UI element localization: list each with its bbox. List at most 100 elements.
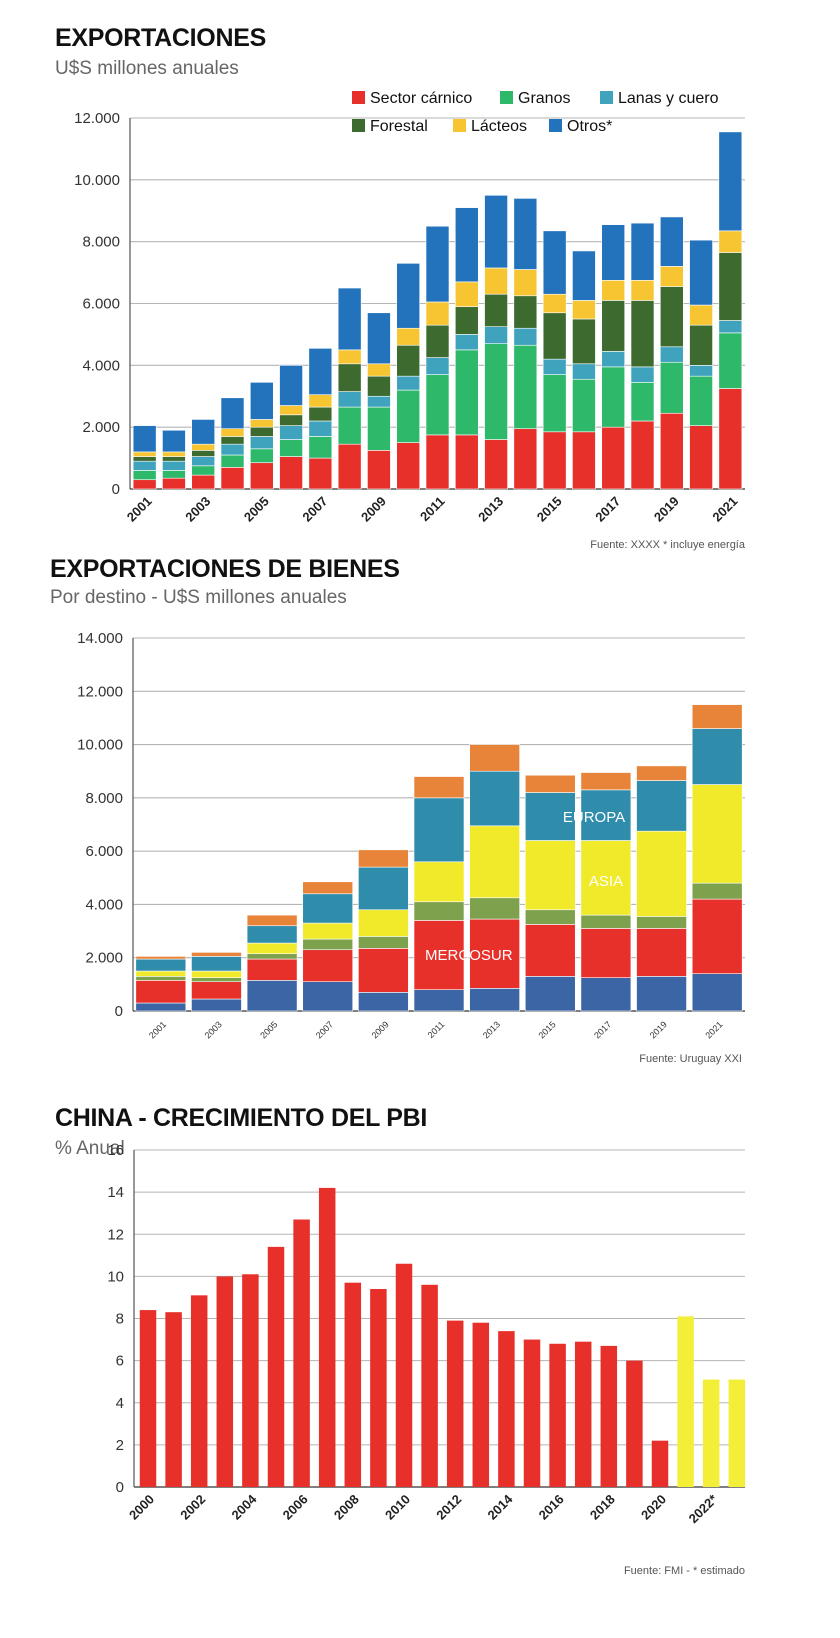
legend-swatch: [352, 119, 365, 132]
bar-segment: [542, 312, 567, 360]
bar-segment: [691, 882, 743, 900]
bar-segment: [191, 981, 242, 1000]
china-gdp-panel: CHINA - CRECIMIENTO DEL PBI % Anual 0 2 4 6…: [0, 1104, 840, 1638]
bar-segment: [484, 194, 508, 269]
bar-segment: [191, 952, 242, 957]
bar-segment: [572, 378, 596, 433]
bar-segment: [469, 744, 520, 772]
bar-segment: [162, 460, 186, 471]
bar-segment: [191, 956, 242, 972]
bar-segment: [454, 281, 479, 307]
bar-segment: [337, 349, 362, 365]
bar-segment: [580, 914, 632, 929]
x-tick-label: 2015: [534, 494, 565, 525]
bar-segment: [454, 349, 479, 436]
y-tick-label: 12.000: [74, 110, 120, 127]
y-tick-label: 8: [116, 1311, 124, 1328]
bar-segment: [246, 958, 298, 981]
bar: [498, 1331, 515, 1487]
y-tick-label: 16: [107, 1142, 124, 1159]
bar-segment: [425, 225, 450, 303]
bar-segment: [580, 928, 632, 978]
bar-segment: [542, 374, 567, 433]
bar-segment: [191, 474, 216, 490]
bar-segment: [425, 434, 450, 490]
bar-segment: [425, 374, 450, 436]
bar-segment: [308, 420, 333, 437]
legend-label: Lácteos: [471, 118, 527, 135]
bar: [446, 1320, 464, 1487]
bar-segment: [601, 351, 626, 368]
bar-segment: [413, 797, 465, 863]
y-tick-label: 10: [107, 1268, 124, 1285]
bar-segment: [659, 412, 684, 490]
bar: [523, 1339, 541, 1487]
x-tick-label: 2003: [182, 494, 213, 525]
bar-segment: [413, 989, 465, 1012]
y-tick-label: 8.000: [82, 234, 120, 251]
bar: [370, 1289, 387, 1487]
x-tick-label: 2009: [370, 1019, 391, 1040]
x-tick-label: 2008: [331, 1492, 362, 1523]
bar-segment: [308, 348, 333, 396]
x-tick-label: 2013: [475, 494, 506, 525]
bar-segment: [524, 924, 576, 977]
bar-segment: [249, 382, 274, 420]
bar: [626, 1360, 643, 1487]
bar-segment: [524, 976, 576, 1012]
bar-segment: [630, 222, 655, 281]
bar-segment: [630, 382, 655, 422]
bar-segment: [132, 470, 157, 481]
bar-segment: [513, 269, 538, 297]
bar-segment: [636, 780, 687, 832]
legend-swatch: [549, 119, 562, 132]
bar-segment: [367, 363, 391, 377]
bar-segment: [691, 898, 743, 975]
bar: [677, 1316, 694, 1487]
chart-subtitle: % Anual: [55, 1138, 125, 1159]
bar-segment: [630, 280, 655, 301]
x-tick-label: 2001: [124, 494, 155, 525]
bar-segment: [279, 414, 303, 426]
x-tick-label: 2003: [203, 1019, 224, 1040]
bar-segment: [367, 312, 391, 365]
y-tick-label: 12: [107, 1226, 124, 1243]
x-tick-label: 2017: [592, 1019, 613, 1040]
bar-segment: [469, 825, 520, 899]
bar-segment: [135, 980, 187, 1004]
x-tick-label: 2019: [648, 1019, 669, 1040]
bar-segment: [524, 909, 576, 925]
y-tick-label: 14: [107, 1184, 124, 1201]
bar-segment: [358, 936, 409, 949]
bar-segment: [469, 918, 520, 989]
bar-segment: [132, 456, 157, 462]
bar-segment: [135, 956, 187, 960]
bar-segment: [132, 479, 157, 490]
legend-label: Forestal: [370, 118, 428, 135]
bar-segment: [396, 389, 421, 443]
x-tick-label: 2000: [126, 1492, 157, 1523]
bar-segment: [580, 789, 632, 841]
x-tick-label: 2002: [177, 1492, 208, 1523]
bar-segment: [308, 406, 333, 422]
x-tick-label: 2019: [651, 494, 682, 525]
x-tick-label: 2013: [481, 1019, 502, 1040]
bar-segment: [162, 451, 186, 457]
x-tick-label: 2014: [484, 1491, 516, 1523]
bar-segment: [249, 419, 274, 428]
bar-segment: [413, 920, 465, 990]
bar-segment: [689, 304, 713, 326]
bar: [165, 1312, 182, 1487]
bar-segment: [601, 426, 626, 490]
bar: [549, 1343, 566, 1487]
bar-segment: [601, 224, 626, 281]
bar: [600, 1345, 618, 1487]
legend-label: Granos: [518, 90, 570, 107]
bar-segment: [572, 431, 596, 490]
bar-segment: [302, 981, 354, 1012]
bar: [318, 1187, 336, 1487]
exports-by-sector-panel: EXPORTACIONES U$S millones anuales 0 2.00…: [0, 0, 840, 565]
bar-segment: [135, 976, 187, 981]
bar-segment: [691, 704, 743, 729]
bar-segment: [132, 460, 157, 471]
